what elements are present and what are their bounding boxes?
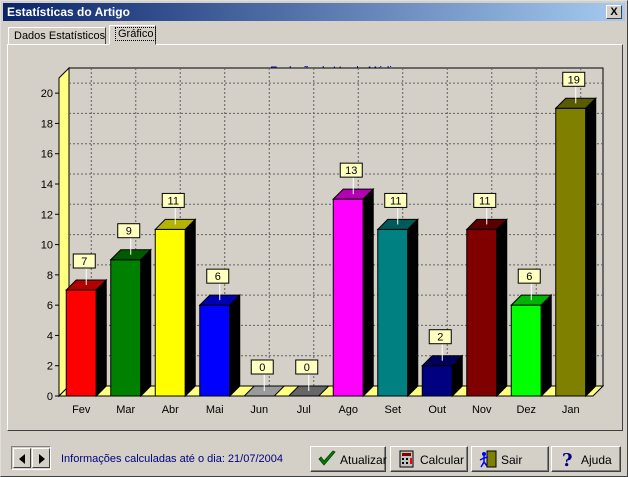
data-label: 7	[81, 256, 87, 268]
data-label: 6	[526, 271, 532, 283]
chart-panel	[7, 44, 623, 431]
checkmark-icon	[318, 450, 336, 466]
data-label-box	[517, 268, 541, 284]
y-tick-label: 10	[41, 240, 53, 252]
x-tick-label: Ago	[338, 404, 358, 416]
y-tick-label: 14	[41, 179, 53, 191]
next-button[interactable]	[32, 448, 50, 468]
bar-nov	[466, 228, 498, 397]
tab-grafico[interactable]: Gráfico	[109, 25, 157, 45]
bar-abr	[154, 228, 186, 397]
bar-set	[377, 228, 409, 397]
sales-chart: Evolução da Venda Média02468101214161820…	[41, 65, 605, 416]
title-bar[interactable]: Estatísticas do Artigo X	[3, 3, 625, 21]
calcular-label: Calcular	[420, 453, 465, 467]
exit-door-icon	[479, 450, 497, 468]
y-tick-label: 6	[47, 300, 53, 312]
x-tick-label: Nov	[472, 404, 492, 416]
bar-side	[140, 248, 152, 398]
sair-label: Sair	[501, 453, 523, 467]
data-label: 0	[304, 362, 310, 374]
navigation-group	[11, 446, 51, 470]
x-tick-label: Jul	[297, 404, 311, 416]
data-label: 11	[479, 195, 490, 207]
data-label-box	[117, 223, 141, 239]
data-label: 11	[390, 195, 401, 207]
y-tick-label: 4	[47, 330, 53, 342]
bar-out	[421, 365, 453, 397]
data-label-box	[161, 192, 185, 208]
data-label-box	[562, 71, 586, 87]
x-tick-label: Abr	[162, 404, 179, 416]
data-label-box	[428, 329, 452, 345]
calcular-button[interactable]: Calcular	[390, 446, 468, 472]
y-tick-label: 18	[41, 118, 53, 130]
data-label-box	[206, 268, 230, 284]
data-label-box	[473, 192, 497, 208]
data-label-box	[384, 192, 408, 208]
bar-side	[496, 218, 508, 398]
x-tick-label: Dez	[516, 404, 536, 416]
bar-side	[540, 293, 552, 398]
bar-jan	[555, 107, 587, 397]
bottom-toolbar: Informações calculadas até o dia: 21/07/…	[7, 440, 623, 474]
bar-side	[184, 218, 196, 398]
data-label-box	[250, 359, 274, 375]
bar-side	[407, 218, 419, 398]
data-label: 2	[437, 332, 443, 344]
bar-side	[585, 97, 597, 398]
close-button[interactable]: X	[606, 5, 622, 19]
bar-side	[451, 354, 463, 398]
y-tick-label: 8	[47, 270, 53, 282]
data-label: 0	[259, 362, 265, 374]
bar-mai	[199, 304, 231, 397]
data-label: 6	[215, 271, 221, 283]
calculator-icon	[399, 450, 414, 468]
chart-area: Evolução da Venda Média02468101214161820…	[9, 48, 620, 427]
y-tick-label: 16	[41, 149, 53, 161]
bar-side	[95, 278, 107, 398]
bar-side	[229, 293, 241, 398]
data-label: 19	[568, 74, 580, 86]
data-label: 11	[168, 195, 179, 207]
data-label: 13	[345, 165, 357, 177]
x-tick-label: Mai	[206, 404, 224, 416]
arrow-right-icon	[39, 454, 45, 464]
tab-grafico-label: Gráfico	[115, 27, 157, 41]
sair-button[interactable]: Sair	[471, 446, 549, 472]
x-tick-label: Mar	[116, 404, 135, 416]
atualizar-label: Atualizar	[340, 453, 387, 467]
arrow-left-icon	[19, 454, 25, 464]
data-label-box	[72, 253, 96, 269]
bar-ago	[332, 198, 364, 397]
previous-button[interactable]	[13, 448, 31, 468]
calculation-info: Informações calculadas até o dia: 21/07/…	[61, 453, 283, 465]
help-question-icon: ?	[562, 450, 573, 468]
atualizar-button[interactable]: Atualizar	[310, 446, 387, 472]
bar-mar	[110, 259, 142, 397]
data-label-box	[295, 359, 319, 375]
tab-dados-estatisticos[interactable]: Dados Estatísticos	[8, 27, 106, 45]
x-tick-label: Jun	[250, 404, 268, 416]
y-tick-label: 0	[47, 391, 53, 403]
x-tick-label: Set	[384, 404, 401, 416]
ajuda-label: Ajuda	[581, 453, 612, 467]
x-tick-label: Fev	[72, 404, 91, 416]
window-title: Estatísticas do Artigo	[7, 5, 130, 19]
x-tick-label: Jan	[562, 404, 580, 416]
x-tick-label: Out	[428, 404, 446, 416]
bar-dez	[510, 304, 542, 397]
tab-dados-estatisticos-label: Dados Estatísticos	[14, 30, 106, 42]
bar-side	[362, 187, 374, 398]
svg-text:?: ?	[562, 450, 573, 468]
y-tick-label: 12	[41, 209, 53, 221]
data-label: 9	[126, 226, 132, 238]
y-tick-label: 20	[41, 88, 53, 100]
ajuda-button[interactable]: ? Ajuda	[551, 446, 621, 472]
data-label-box	[339, 162, 363, 178]
y-tick-label: 2	[47, 361, 53, 373]
bar-fev	[65, 289, 97, 397]
